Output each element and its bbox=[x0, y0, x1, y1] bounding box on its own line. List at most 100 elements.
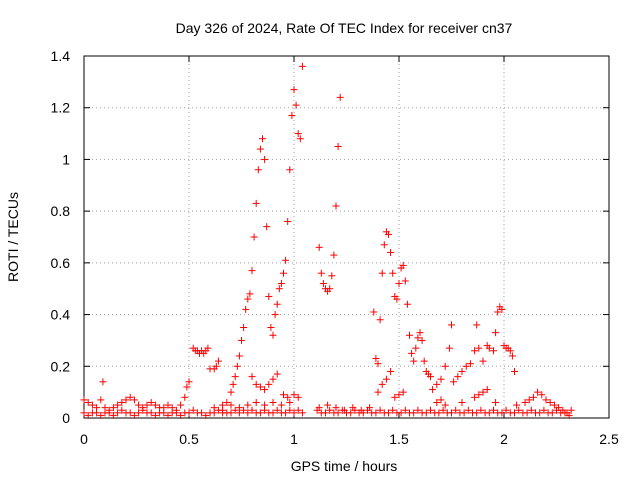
data-point bbox=[498, 305, 506, 313]
data-point bbox=[378, 380, 386, 388]
data-point bbox=[198, 409, 206, 417]
data-point bbox=[256, 409, 264, 417]
data-point bbox=[401, 277, 409, 285]
data-point bbox=[298, 409, 306, 417]
data-point bbox=[473, 321, 481, 329]
data-point bbox=[99, 378, 107, 386]
data-point bbox=[366, 404, 374, 412]
data-point bbox=[269, 398, 277, 406]
data-point bbox=[389, 269, 397, 277]
data-point bbox=[275, 285, 283, 293]
data-point bbox=[511, 367, 518, 375]
data-point bbox=[395, 280, 403, 288]
y-tick-label: 0 bbox=[62, 410, 70, 426]
data-point bbox=[319, 280, 327, 288]
data-point bbox=[408, 349, 416, 357]
y-tick-labels: 0 0.2 0.4 0.6 0.8 1 1.2 1.4 bbox=[51, 48, 71, 426]
data-point bbox=[387, 367, 395, 375]
data-point bbox=[403, 300, 411, 308]
data-point bbox=[391, 393, 399, 401]
data-point bbox=[330, 251, 338, 259]
data-point bbox=[265, 380, 273, 388]
data-point bbox=[433, 380, 441, 388]
data-point bbox=[235, 352, 243, 360]
data-point bbox=[464, 406, 472, 414]
data-point bbox=[427, 373, 434, 381]
data-point bbox=[151, 411, 159, 419]
data-point bbox=[414, 334, 422, 342]
data-point bbox=[277, 280, 285, 288]
data-point bbox=[242, 305, 250, 313]
data-point bbox=[494, 308, 502, 316]
data-point bbox=[252, 380, 260, 388]
data-point bbox=[252, 199, 260, 207]
data-point bbox=[385, 409, 392, 417]
data-point bbox=[450, 378, 458, 386]
data-point bbox=[540, 406, 548, 414]
data-point bbox=[288, 111, 296, 119]
data-point bbox=[263, 223, 271, 231]
data-point bbox=[349, 404, 357, 412]
data-point bbox=[393, 295, 401, 303]
data-point bbox=[439, 406, 447, 414]
data-point bbox=[271, 311, 279, 319]
data-point bbox=[332, 404, 340, 412]
data-point bbox=[164, 401, 172, 409]
data-point bbox=[334, 143, 342, 150]
data-point bbox=[466, 360, 474, 368]
data-point bbox=[385, 230, 392, 238]
data-point bbox=[202, 411, 210, 419]
data-point bbox=[399, 261, 407, 269]
data-point bbox=[269, 331, 277, 339]
data-point bbox=[114, 409, 122, 417]
data-point bbox=[210, 404, 218, 412]
data-point bbox=[114, 401, 122, 409]
data-points bbox=[80, 62, 575, 419]
y-tick-label: 1.4 bbox=[51, 48, 71, 64]
data-point bbox=[181, 393, 189, 401]
data-point bbox=[233, 362, 241, 370]
data-point bbox=[483, 386, 491, 394]
data-point bbox=[561, 409, 569, 417]
data-point bbox=[372, 409, 380, 417]
data-point bbox=[246, 290, 254, 298]
data-point bbox=[410, 409, 418, 417]
data-point bbox=[490, 406, 497, 414]
data-point bbox=[261, 401, 269, 409]
data-point bbox=[290, 391, 298, 399]
data-point bbox=[515, 406, 523, 414]
data-point bbox=[448, 409, 455, 417]
data-point bbox=[126, 409, 134, 417]
data-point bbox=[284, 393, 292, 401]
data-point bbox=[219, 406, 227, 414]
y-axis-label: ROTI / TECUs bbox=[5, 192, 21, 282]
data-point bbox=[414, 406, 422, 414]
data-point bbox=[286, 406, 294, 414]
data-point bbox=[550, 401, 558, 409]
data-point bbox=[273, 300, 281, 308]
data-point bbox=[315, 243, 323, 251]
y-tick-label: 0.2 bbox=[51, 358, 71, 374]
chart-title: Day 326 of 2024, Rate Of TEC Index for r… bbox=[176, 20, 513, 36]
data-point bbox=[105, 409, 113, 417]
data-point bbox=[548, 409, 556, 417]
x-tick-label: 0 bbox=[80, 431, 88, 447]
data-point bbox=[490, 347, 497, 355]
data-point bbox=[256, 383, 264, 391]
data-point bbox=[244, 409, 252, 417]
data-point bbox=[433, 398, 441, 406]
data-point bbox=[378, 269, 386, 277]
data-point bbox=[88, 401, 96, 409]
data-point bbox=[420, 357, 428, 365]
data-point bbox=[372, 355, 380, 363]
data-point bbox=[527, 406, 535, 414]
data-point bbox=[277, 401, 285, 409]
data-point bbox=[298, 62, 306, 70]
data-point bbox=[265, 292, 273, 300]
data-point bbox=[370, 308, 378, 316]
data-point bbox=[294, 406, 302, 414]
data-point bbox=[97, 411, 105, 419]
x-tick-label: 2 bbox=[500, 431, 508, 447]
data-point bbox=[376, 406, 384, 414]
data-point bbox=[395, 391, 403, 399]
